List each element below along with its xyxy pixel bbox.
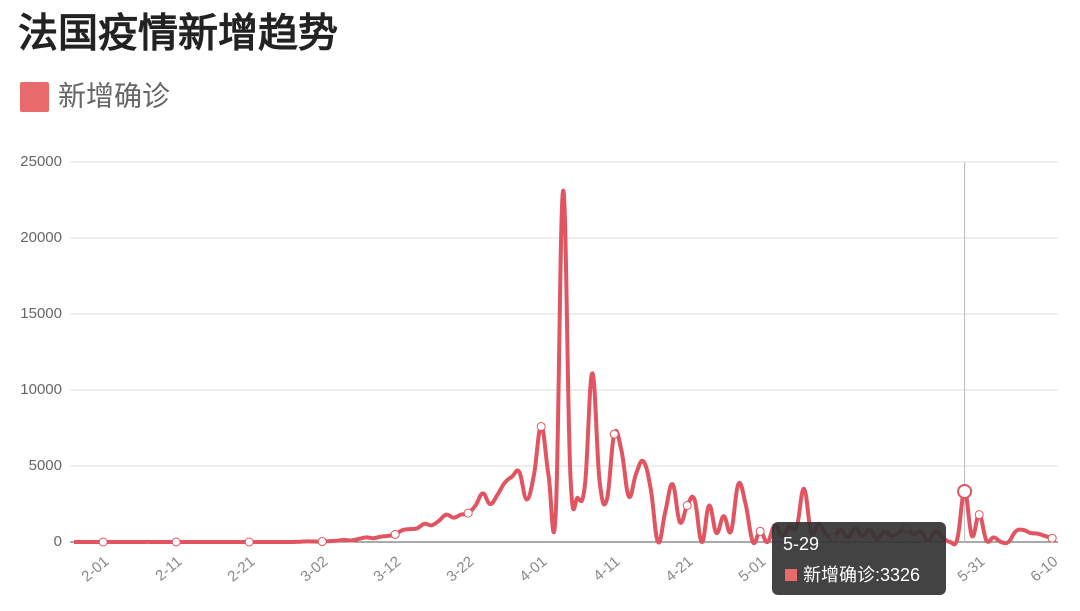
data-point (463, 508, 473, 518)
data-point (536, 421, 546, 431)
data-point (244, 537, 254, 547)
tooltip-box (772, 522, 946, 595)
data-point (682, 501, 692, 511)
x-tick-label: 4-21 (662, 553, 696, 585)
data-point (98, 537, 108, 547)
tooltip-series: 新增确诊 (803, 565, 875, 585)
data-point (1047, 533, 1057, 543)
y-tick-label: 0 (54, 533, 62, 550)
y-tick-label: 5000 (29, 457, 62, 474)
data-point (390, 529, 400, 539)
data-point (609, 429, 619, 439)
x-tick-label: 3-12 (370, 553, 404, 585)
x-tick-label: 3-22 (443, 553, 477, 585)
tooltip: 5-29 新增确诊:3326 (772, 522, 946, 595)
data-point (171, 537, 181, 547)
legend-label[interactable]: 新增确诊 (58, 80, 170, 111)
tooltip-swatch (785, 569, 797, 581)
y-tick-label: 20000 (20, 229, 62, 246)
y-tick-label: 15000 (20, 305, 62, 322)
legend-swatch[interactable] (20, 82, 49, 112)
plot-area: 0 5000 10000 15000 20000 25000 2-01 2-11 2-21 3-0… (20, 153, 1061, 585)
x-tick-label: 2-11 (152, 553, 185, 585)
data-point (974, 510, 984, 520)
y-tick-label: 10000 (20, 381, 62, 398)
x-tick-label: 5-01 (735, 553, 769, 585)
tooltip-value: 3326 (880, 565, 920, 585)
chart-title: 法国疫情新增趋势 (18, 12, 338, 56)
x-tick-label: 5-31 (954, 553, 988, 585)
x-tick-label: 3-02 (297, 553, 331, 585)
highlight-point (957, 483, 973, 499)
x-tick-label: 4-01 (516, 553, 550, 585)
x-tick-label: 2-21 (224, 553, 258, 585)
data-point (755, 526, 765, 536)
tooltip-text: 新增确诊:3326 (803, 565, 920, 585)
series-line (73, 188, 1053, 547)
data-point (317, 537, 327, 547)
x-tick-label: 4-11 (590, 553, 623, 585)
x-tick-label: 2-01 (78, 553, 112, 585)
x-tick-label: 6-10 (1027, 553, 1061, 585)
tooltip-category: 5-29 (783, 534, 819, 554)
y-tick-label: 25000 (20, 153, 62, 170)
